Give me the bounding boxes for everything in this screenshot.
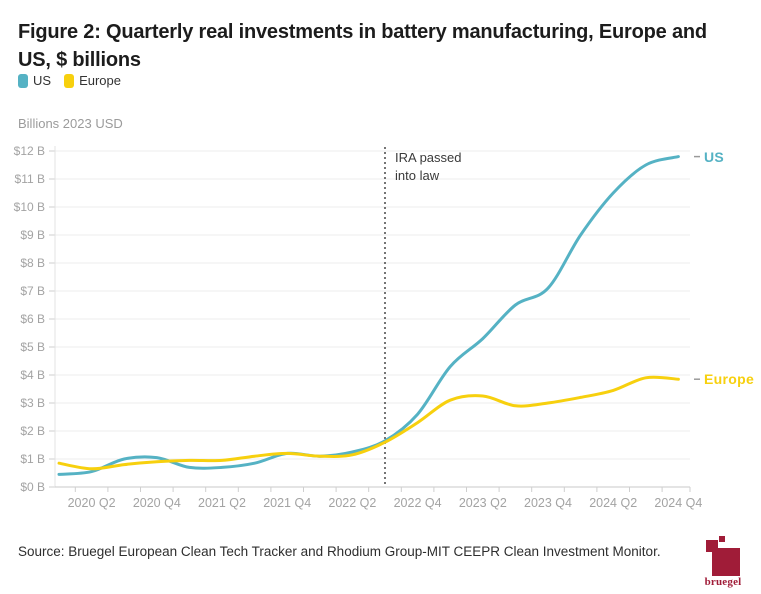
y-axis-units-label: Billions 2023 USD <box>18 116 123 131</box>
y-axis-tick-label: $2 B <box>20 424 45 438</box>
x-axis-tick-label: 2024 Q4 <box>654 496 702 510</box>
y-axis-tick-label: $5 B <box>20 340 45 354</box>
x-axis-tick-label: 2022 Q4 <box>394 496 442 510</box>
source-note: Source: Bruegel European Clean Tech Trac… <box>18 544 661 559</box>
y-axis-tick-label: $8 B <box>20 256 45 270</box>
y-axis-tick-label: $9 B <box>20 228 45 242</box>
bruegel-logo: bruegel <box>700 534 748 588</box>
y-axis-tick-label: $6 B <box>20 312 45 326</box>
ira-annotation: IRA passed into law <box>395 149 462 185</box>
x-axis-tick-label: 2020 Q2 <box>68 496 116 510</box>
x-axis-tick-label: 2022 Q2 <box>328 496 376 510</box>
logo-wordmark: bruegel <box>704 576 742 588</box>
logo-square-small <box>719 536 725 542</box>
y-axis-tick-label: $0 B <box>20 480 45 494</box>
ira-annotation-line2: into law <box>395 168 440 183</box>
y-axis-tick-label: $3 B <box>20 396 45 410</box>
series-line-europe <box>57 375 680 471</box>
x-axis-tick-label: 2021 Q4 <box>263 496 311 510</box>
legend-item-us: US <box>18 73 51 88</box>
x-axis-tick-label: 2023 Q4 <box>524 496 572 510</box>
y-axis-tick-label: $4 B <box>20 368 45 382</box>
legend-swatch-europe <box>64 73 75 88</box>
ira-annotation-line1: IRA passed <box>395 150 462 165</box>
legend: US Europe <box>18 73 121 88</box>
legend-label-us: US <box>33 73 52 88</box>
legend-swatch-us <box>18 73 28 88</box>
y-axis-tick-label: $7 B <box>20 284 45 298</box>
y-axis-tick-label: $12 B <box>14 144 45 158</box>
y-axis-tick-label: $11 B <box>15 172 45 186</box>
series-line-us <box>57 155 680 476</box>
figure-title: Figure 2: Quarterly real investments in … <box>18 21 707 72</box>
series-end-label-europe: Europe <box>704 371 755 388</box>
x-axis-tick-label: 2024 Q2 <box>589 496 637 510</box>
x-axis-tick-label: 2020 Q4 <box>133 496 181 510</box>
logo-square-large <box>712 548 740 576</box>
y-axis-tick-label: $10 B <box>14 200 45 214</box>
legend-item-europe: Europe <box>64 73 121 88</box>
series-end-label-us: US <box>704 148 725 165</box>
y-axis-tick-label: $1 B <box>20 452 45 466</box>
x-axis-tick-label: 2023 Q2 <box>459 496 507 510</box>
legend-label-europe: Europe <box>79 73 121 88</box>
x-axis-tick-label: 2021 Q2 <box>198 496 246 510</box>
